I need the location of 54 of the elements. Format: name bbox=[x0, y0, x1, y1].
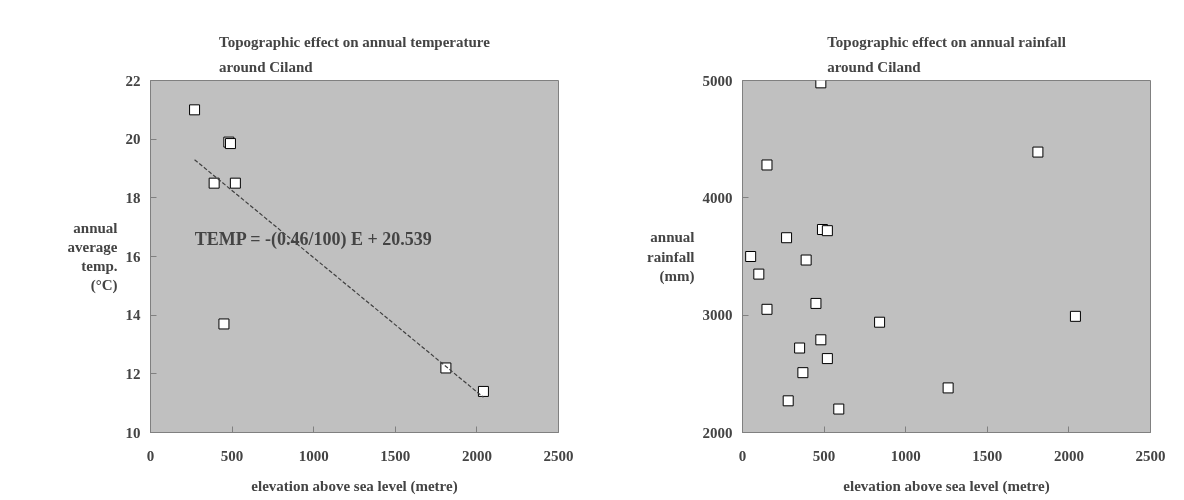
point bbox=[761, 303, 773, 315]
point bbox=[229, 177, 241, 189]
y-tick-label: 10 bbox=[125, 424, 141, 441]
x-tick-label: 2000 bbox=[461, 447, 492, 464]
y-tick-label: 14 bbox=[125, 307, 141, 324]
y-tick-label: 12 bbox=[125, 365, 141, 382]
point bbox=[815, 334, 827, 346]
point bbox=[810, 297, 822, 309]
x-tick-label: 2000 bbox=[1053, 447, 1084, 464]
point bbox=[761, 159, 773, 171]
point bbox=[821, 353, 833, 365]
y-tick-label: 4000 bbox=[702, 189, 733, 206]
y-tick-label: 5000 bbox=[702, 72, 733, 89]
point bbox=[208, 177, 220, 189]
point bbox=[797, 367, 809, 379]
x-tick-label: 0 bbox=[738, 447, 747, 464]
point bbox=[753, 268, 765, 280]
y-axis-title: annual average temp. (°C) bbox=[67, 219, 118, 295]
point bbox=[218, 318, 230, 330]
chart-title: Topographic effect on annual rainfall around Ciland bbox=[827, 33, 1066, 76]
point bbox=[942, 382, 954, 394]
x-tick-label: 1000 bbox=[890, 447, 921, 464]
y-tick-label: 22 bbox=[125, 72, 141, 89]
point bbox=[794, 342, 806, 354]
point bbox=[821, 225, 833, 237]
point bbox=[833, 403, 845, 415]
x-axis-title: elevation above sea level (metre) bbox=[843, 477, 1050, 495]
point bbox=[1032, 146, 1044, 158]
point bbox=[815, 80, 827, 89]
x-tick-label: 1000 bbox=[298, 447, 329, 464]
point bbox=[1069, 310, 1081, 322]
point bbox=[874, 316, 886, 328]
y-axis-title: annual rainfall (mm) bbox=[647, 229, 695, 285]
chart-title: Topographic effect on annual temperature around Ciland bbox=[219, 33, 491, 76]
y-tick-label: 16 bbox=[125, 248, 141, 265]
x-tick-label: 2500 bbox=[1135, 447, 1166, 464]
point bbox=[477, 385, 489, 397]
x-tick-label: 1500 bbox=[380, 447, 411, 464]
point bbox=[189, 104, 201, 116]
y-tick-label: 3000 bbox=[702, 307, 733, 324]
point bbox=[800, 254, 812, 266]
y-tick-label: 18 bbox=[125, 189, 141, 206]
y-tick-label: 2000 bbox=[702, 424, 733, 441]
y-tick-label: 20 bbox=[125, 131, 141, 148]
annotation: TEMP = -(0.46/100) E + 20.539 bbox=[194, 228, 432, 250]
x-tick-label: 1500 bbox=[972, 447, 1003, 464]
point bbox=[745, 251, 757, 262]
x-axis-title: elevation above sea level (metre) bbox=[251, 477, 458, 495]
point bbox=[781, 232, 793, 244]
x-tick-label: 2500 bbox=[543, 447, 574, 464]
x-tick-label: 500 bbox=[220, 447, 244, 464]
x-tick-label: 0 bbox=[146, 447, 155, 464]
point bbox=[782, 395, 794, 407]
x-tick-label: 500 bbox=[812, 447, 836, 464]
